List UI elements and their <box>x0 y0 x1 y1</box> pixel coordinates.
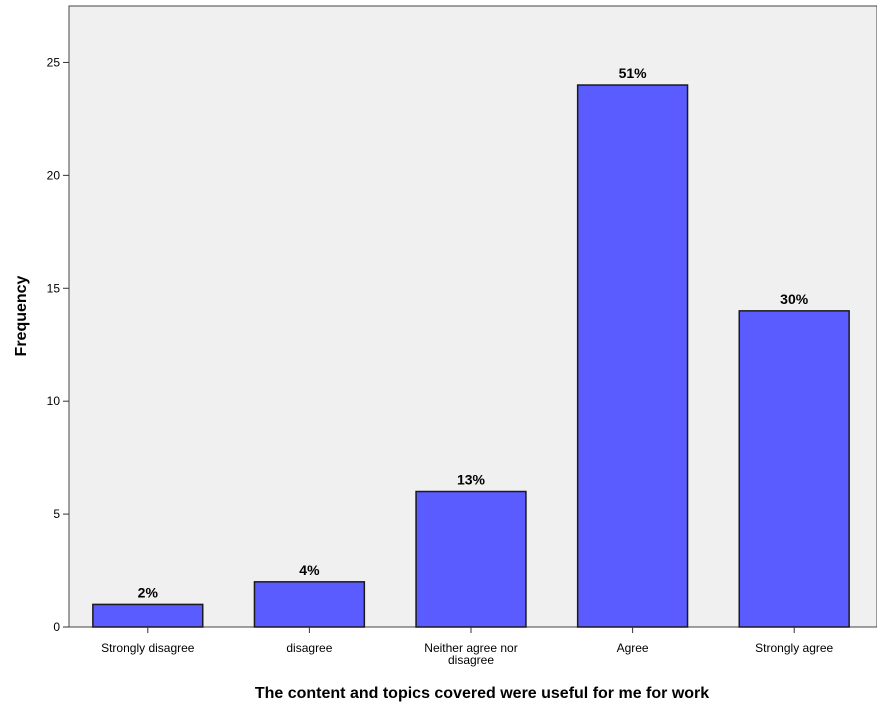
data-label: 2% <box>138 584 159 600</box>
x-tick-label: disagree <box>448 653 494 667</box>
x-tick-label: Neither agree nor <box>424 641 517 655</box>
bar <box>415 490 527 628</box>
x-tick-label: Agree <box>617 641 649 655</box>
bar <box>92 603 204 628</box>
data-label: 13% <box>457 472 486 488</box>
y-tick-label: 20 <box>47 168 61 182</box>
data-label: 51% <box>619 65 648 81</box>
bars <box>92 84 850 628</box>
x-tick-label: Strongly disagree <box>101 641 195 655</box>
bar <box>738 310 850 628</box>
y-tick-label: 25 <box>47 55 61 69</box>
y-tick-label: 10 <box>47 394 61 408</box>
data-label: 4% <box>299 562 320 578</box>
bar <box>253 581 366 628</box>
y-tick-label: 0 <box>53 620 60 634</box>
y-axis-title: Frequency <box>13 275 30 356</box>
data-labels: 2% 4% 13% 51% 30% <box>138 65 809 600</box>
y-tick-label: 15 <box>47 281 61 295</box>
y-tick-label: 5 <box>53 507 60 521</box>
x-axis: Strongly disagree disagree Neither agree n… <box>101 627 834 667</box>
x-tick-label: Strongly agree <box>755 641 833 655</box>
data-label: 30% <box>780 291 809 307</box>
x-axis-title: The content and topics covered were usef… <box>255 685 709 702</box>
y-axis: 0 5 10 15 20 25 <box>47 55 69 634</box>
x-tick-label: disagree <box>286 641 332 655</box>
bar <box>576 84 689 628</box>
